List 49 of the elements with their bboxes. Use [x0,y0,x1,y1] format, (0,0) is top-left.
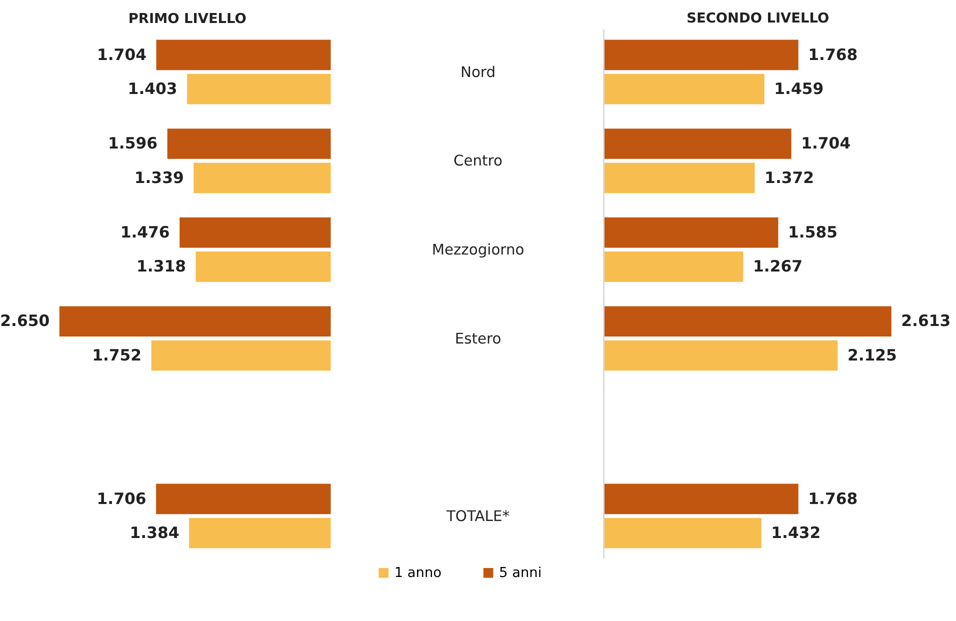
bar [187,74,331,104]
y-tick-label: Mezzogiorno [432,242,524,259]
chart-title: SECONDO LIVELLO [686,10,830,26]
data-label: 1.706 [96,488,146,508]
data-label: 1.476 [120,222,170,242]
legend-label: 1 anno [394,564,442,581]
bar [189,518,331,548]
data-label: 1.752 [92,345,142,364]
bar [194,162,331,194]
data-label: 1.596 [108,134,158,153]
bar [156,40,331,70]
bar [604,252,744,282]
bar [604,128,792,159]
bar [167,128,331,159]
bar [151,340,331,371]
data-label: 1.432 [771,523,821,542]
bar [604,484,798,514]
bar [604,518,762,548]
data-label: 1.372 [764,168,814,187]
data-label: 1.704 [801,134,851,153]
data-label: 1.704 [96,44,147,64]
bar [604,340,838,371]
data-label: 1.459 [774,78,824,98]
y-tick-label: Centro [454,152,503,170]
y-tick-label: Estero [454,330,502,348]
y-tick-label: Nord [460,64,496,81]
data-label: 1.339 [134,168,184,187]
data-label: 2.650 [0,311,50,330]
data-label: 1.768 [808,44,858,64]
bar [156,484,331,514]
bar [604,40,798,70]
data-label: 1.267 [752,256,802,276]
bar [604,217,778,248]
legend-label: 5 anni [499,564,542,581]
y-tick-label: TOTALE* [445,508,510,525]
data-label: 2.613 [901,311,951,330]
bar [604,74,764,104]
chart-title: PRIMO LIVELLO [128,10,246,27]
data-label: 1.585 [788,222,838,242]
data-label: 1.768 [808,488,858,508]
bar [604,162,755,194]
data-label: 1.403 [128,78,178,98]
bar [180,217,331,248]
bar [196,252,331,282]
bar [604,306,892,337]
data-label: 1.384 [130,523,180,542]
data-label: 1.318 [136,256,186,276]
bar [59,306,331,337]
data-label: 2.125 [847,345,897,364]
